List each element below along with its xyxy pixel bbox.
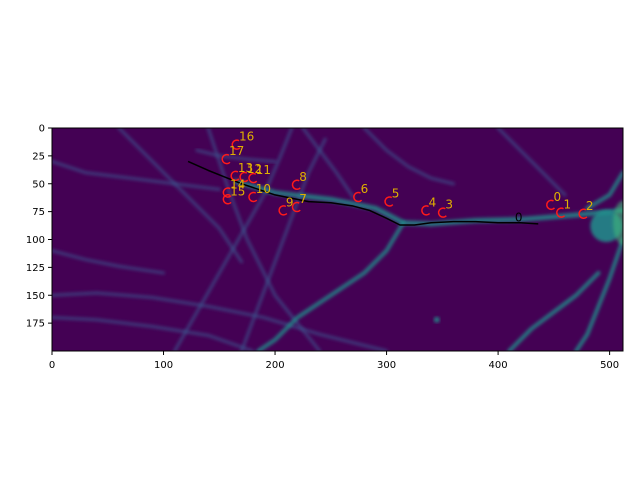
faint-neurite (117, 128, 244, 264)
marker-15: 15 (222, 184, 245, 205)
cell-body-edge (613, 200, 623, 245)
trace-label: 0 (515, 211, 523, 225)
marker-9: 9 (278, 196, 294, 216)
marker-label: 6 (361, 182, 369, 196)
faint-neurite (301, 128, 355, 199)
marker-ring (353, 191, 363, 203)
y-tick-label: 50 (32, 179, 45, 190)
x-tick-label: 500 (600, 360, 619, 371)
x-axis: 0 100 200 300 400 500 (49, 351, 619, 371)
marker-13: 13 (230, 161, 253, 182)
marker-14: 14 (222, 178, 245, 198)
puncta-spot (433, 316, 440, 323)
faint-neurite (52, 249, 166, 275)
y-axis: 0 25 50 75 100 125 150 175 (26, 124, 52, 330)
faint-neurite (496, 128, 567, 197)
faint-neurite (52, 159, 221, 191)
marker-label: 11 (256, 163, 271, 177)
faint-neurite (52, 316, 255, 351)
faint-neurite (362, 128, 455, 186)
marker-11: 11 (248, 163, 271, 184)
bright-neurite (507, 270, 601, 351)
bright-neurite (574, 237, 623, 351)
bright-neurite (233, 179, 623, 227)
marker-ring (291, 179, 301, 190)
marker-ring (556, 207, 566, 218)
y-tick-label: 0 (39, 124, 45, 135)
marker-10: 10 (248, 182, 271, 203)
marker-16: 16 (231, 130, 254, 150)
marker-4: 4 (421, 196, 437, 216)
x-tick-label: 0 (49, 360, 55, 371)
faint-neurite (195, 148, 277, 163)
trace-layer: 0 (187, 160, 539, 226)
marker-label: 1 (564, 198, 572, 212)
trace-line (187, 160, 539, 226)
neurite-image (52, 128, 623, 351)
x-tick-label: 200 (266, 360, 285, 371)
marker-1: 1 (556, 198, 572, 218)
image-background (52, 128, 623, 351)
marker-label: 17 (229, 144, 244, 158)
bright-neurite (256, 220, 406, 351)
marker-ring (421, 205, 431, 216)
x-tick-label: 300 (377, 360, 396, 371)
marker-label: 7 (299, 192, 307, 206)
marker-label: 3 (445, 198, 453, 212)
marker-label: 13 (238, 161, 253, 175)
marker-12: 12 (239, 162, 262, 183)
y-tick-label: 150 (26, 291, 45, 302)
x-tick-label: 100 (154, 360, 173, 371)
marker-label: 9 (286, 196, 294, 210)
marker-label: 16 (239, 130, 254, 144)
x-tick-label: 400 (489, 360, 508, 371)
marker-ring (222, 187, 232, 198)
faint-neurite (240, 137, 327, 351)
marker-7: 7 (291, 192, 307, 213)
marker-2: 2 (578, 199, 594, 219)
faint-neurite (52, 291, 389, 351)
marker-label: 2 (586, 199, 594, 213)
y-tick-label: 75 (32, 207, 45, 218)
bright-neurite (585, 170, 623, 211)
marker-label: 0 (554, 190, 562, 204)
marker-ring (384, 196, 394, 207)
marker-8: 8 (291, 170, 307, 190)
marker-label: 12 (247, 162, 262, 176)
marker-ring (239, 171, 249, 183)
marker-label: 15 (230, 184, 245, 198)
marker-ring (278, 205, 288, 216)
marker-6: 6 (353, 182, 369, 203)
faint-neurite (173, 128, 294, 351)
marker-0: 0 (546, 190, 562, 211)
marker-ring (546, 199, 556, 211)
marker-ring (248, 172, 258, 184)
marker-ring (231, 139, 241, 150)
marker-label: 8 (299, 170, 307, 184)
marker-ring (437, 207, 447, 218)
marker-ring (221, 153, 231, 165)
y-tick-label: 175 (26, 319, 45, 330)
marker-label: 14 (230, 178, 245, 192)
marker-label: 10 (256, 182, 271, 196)
marker-label: 5 (392, 187, 400, 201)
y-tick-label: 25 (32, 151, 45, 162)
marker-3: 3 (437, 198, 453, 218)
marker-label: 4 (429, 196, 437, 210)
marker-ring (578, 208, 588, 219)
marker-ring (230, 170, 240, 182)
marker-17: 17 (221, 144, 244, 165)
marker-5: 5 (384, 187, 400, 207)
marker-ring (248, 191, 258, 203)
y-tick-label: 100 (26, 235, 45, 246)
y-tick-label: 125 (26, 263, 45, 274)
marker-ring (222, 194, 232, 205)
marker-ring (291, 201, 301, 213)
